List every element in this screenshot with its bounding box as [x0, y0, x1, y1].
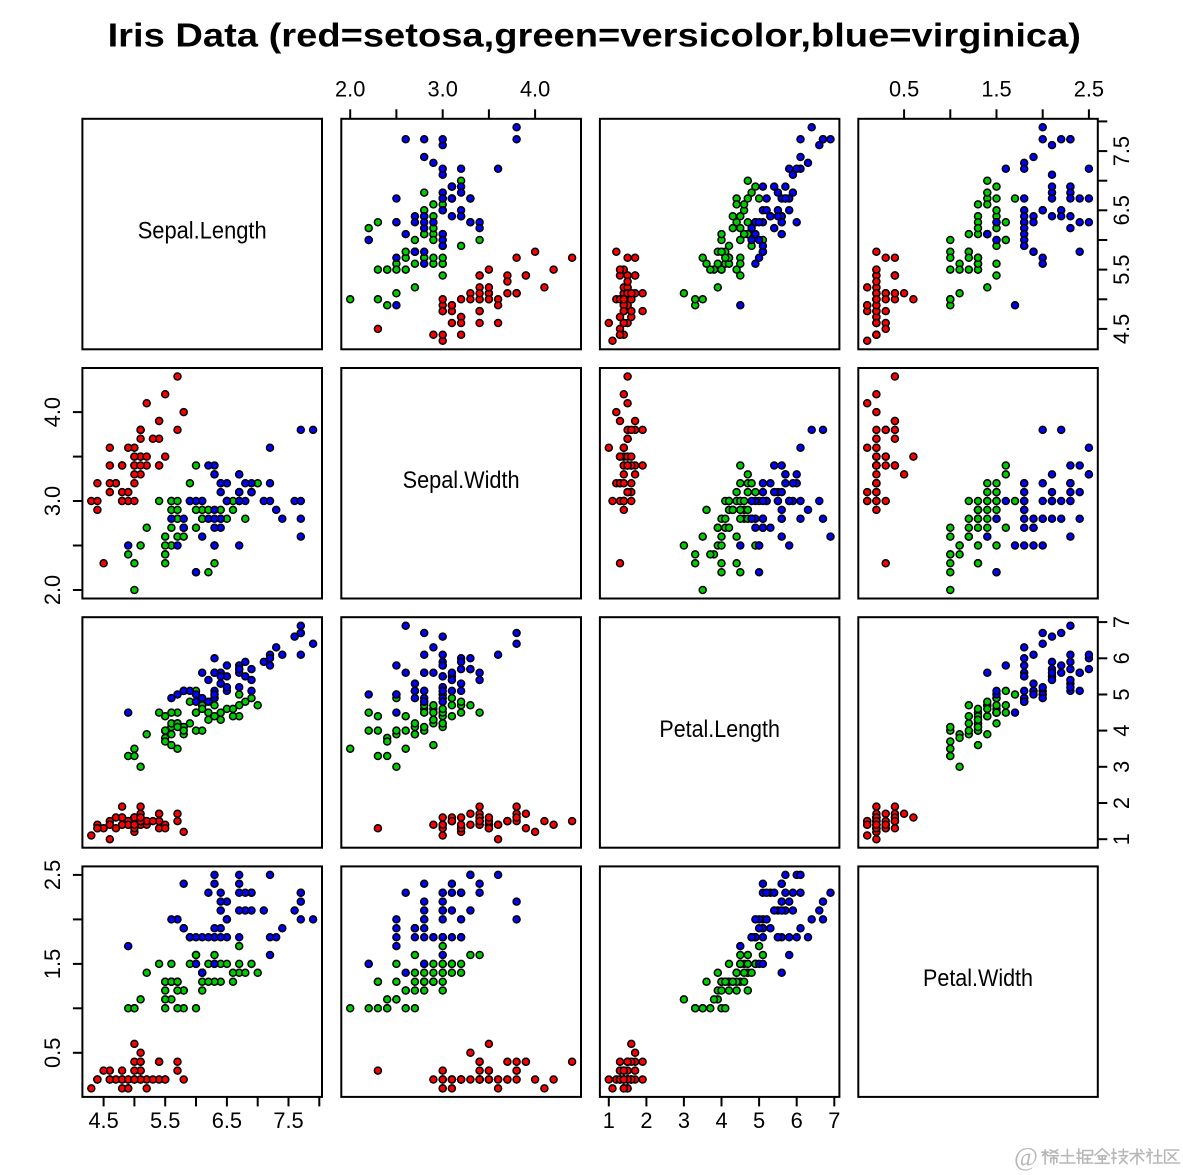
- svg-text:7.5: 7.5: [273, 1108, 303, 1133]
- svg-text:Petal.Width: Petal.Width: [923, 965, 1033, 992]
- svg-text:7: 7: [1109, 616, 1134, 628]
- svg-text:@: @: [1014, 1143, 1038, 1172]
- svg-text:5.5: 5.5: [150, 1108, 180, 1133]
- svg-text:3: 3: [1109, 761, 1134, 773]
- svg-text:2.5: 2.5: [40, 860, 65, 890]
- svg-text:4.5: 4.5: [1109, 314, 1134, 344]
- svg-text:2: 2: [1109, 797, 1134, 809]
- svg-text:5: 5: [753, 1108, 765, 1133]
- svg-text:3.0: 3.0: [428, 77, 458, 102]
- svg-text:4: 4: [1109, 725, 1134, 737]
- svg-text:4: 4: [715, 1108, 727, 1133]
- svg-text:Sepal.Length: Sepal.Length: [138, 218, 267, 245]
- svg-text:2: 2: [640, 1108, 652, 1133]
- svg-text:0.5: 0.5: [40, 1038, 65, 1068]
- svg-text:3.0: 3.0: [40, 486, 65, 516]
- svg-text:Sepal.Width: Sepal.Width: [403, 467, 520, 494]
- svg-text:5: 5: [1109, 688, 1134, 700]
- svg-text:6.5: 6.5: [212, 1108, 242, 1133]
- svg-text:Iris Data (red=setosa,green=ve: Iris Data (red=setosa,green=versicolor,b…: [108, 18, 1081, 55]
- svg-text:7.5: 7.5: [1109, 136, 1134, 166]
- svg-text:1: 1: [1109, 833, 1134, 845]
- svg-text:1: 1: [603, 1108, 615, 1133]
- svg-text:2.0: 2.0: [335, 77, 365, 102]
- svg-text:2.0: 2.0: [40, 575, 65, 605]
- svg-text:4.0: 4.0: [40, 397, 65, 427]
- svg-text:0.5: 0.5: [889, 77, 919, 102]
- svg-text:6: 6: [791, 1108, 803, 1133]
- svg-text:4.0: 4.0: [520, 77, 550, 102]
- svg-text:5.5: 5.5: [1109, 254, 1134, 284]
- svg-text:1.5: 1.5: [40, 949, 65, 979]
- svg-text:Petal.Length: Petal.Length: [659, 716, 780, 743]
- svg-text:4.5: 4.5: [88, 1108, 118, 1133]
- svg-text:6: 6: [1109, 652, 1134, 664]
- svg-text:6.5: 6.5: [1109, 195, 1134, 225]
- svg-text:2.5: 2.5: [1074, 77, 1104, 102]
- svg-text:1.5: 1.5: [981, 77, 1011, 102]
- svg-text:3: 3: [678, 1108, 690, 1133]
- svg-text:7: 7: [828, 1108, 840, 1133]
